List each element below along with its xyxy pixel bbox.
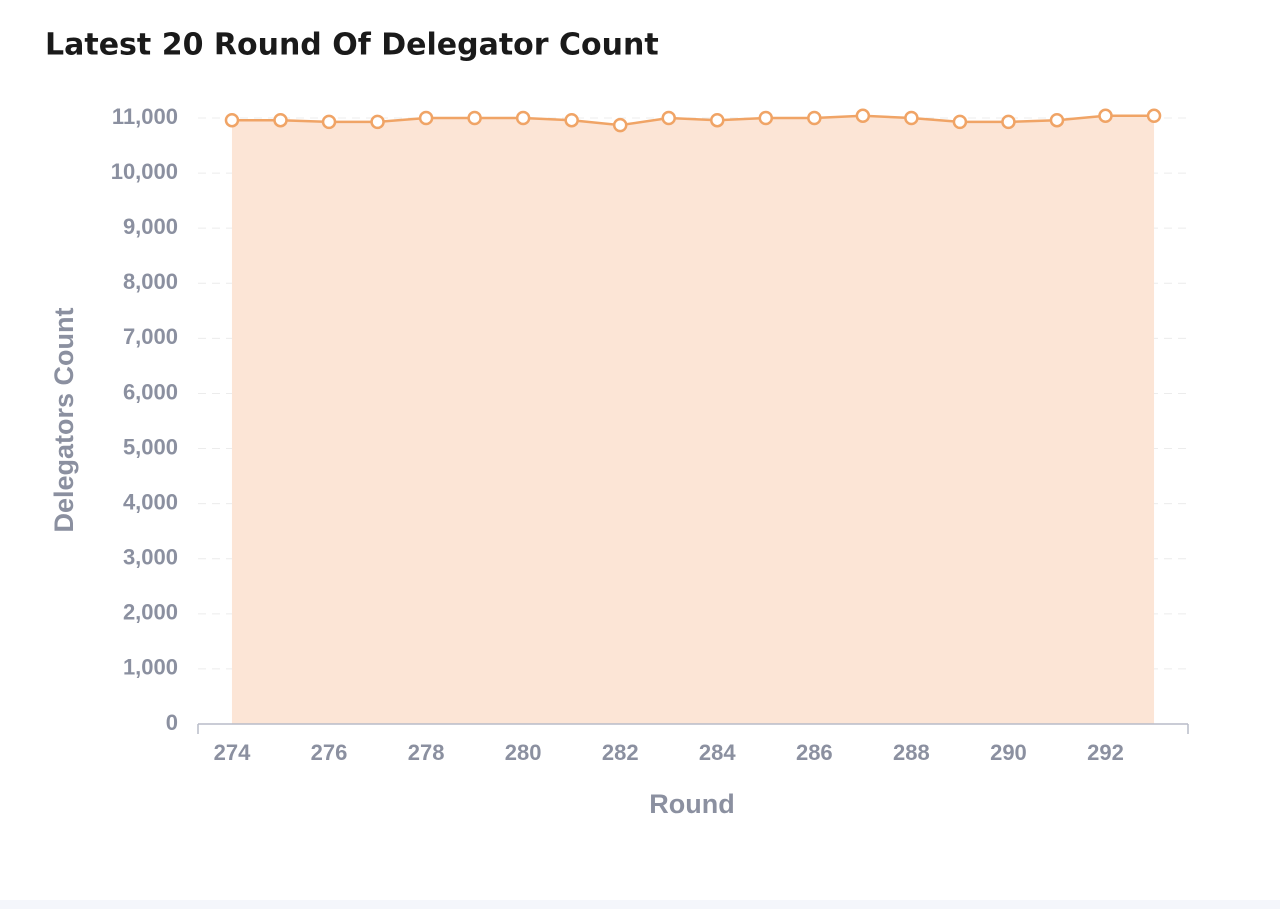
y-tick-label: 8,000 bbox=[123, 269, 178, 294]
x-tick-label: 282 bbox=[602, 740, 639, 765]
x-tick-label: 276 bbox=[311, 740, 348, 765]
y-tick-label: 0 bbox=[166, 710, 178, 735]
y-tick-label: 4,000 bbox=[123, 489, 178, 514]
y-tick-label: 2,000 bbox=[123, 600, 178, 625]
data-point bbox=[224, 112, 240, 128]
y-tick-label: 11,000 bbox=[112, 104, 178, 129]
y-tick-label: 1,000 bbox=[123, 655, 178, 680]
data-point bbox=[710, 112, 725, 128]
data-point bbox=[661, 110, 676, 126]
data-point bbox=[273, 112, 288, 128]
x-tick-label: 284 bbox=[699, 740, 736, 765]
data-point bbox=[904, 110, 919, 126]
plot bbox=[224, 108, 1162, 724]
y-axis-title: Delegators Count bbox=[49, 307, 79, 532]
chart-title: Latest 20 Round Of Delegator Count bbox=[45, 28, 659, 63]
data-point bbox=[418, 110, 434, 126]
y-tick-label: 7,000 bbox=[123, 324, 178, 349]
data-point bbox=[370, 114, 385, 130]
data-point bbox=[612, 117, 628, 133]
data-point bbox=[467, 110, 482, 126]
x-tick-label: 286 bbox=[796, 740, 833, 765]
y-tick-label: 6,000 bbox=[123, 379, 178, 404]
data-point bbox=[564, 112, 579, 128]
x-tick-label: 274 bbox=[214, 740, 251, 765]
data-point bbox=[807, 110, 822, 126]
area-fill bbox=[231, 115, 1155, 724]
x-tick-label: 290 bbox=[990, 740, 1027, 765]
y-tick-label: 10,000 bbox=[111, 159, 178, 184]
x-tick-label: 288 bbox=[893, 740, 930, 765]
data-point bbox=[758, 110, 774, 126]
data-point bbox=[1146, 108, 1162, 124]
x-tick-label: 280 bbox=[505, 740, 542, 765]
y-tick-label: 3,000 bbox=[123, 545, 178, 570]
line bbox=[231, 114, 1155, 127]
data-point bbox=[1001, 114, 1016, 130]
data-point bbox=[515, 110, 531, 126]
data-point bbox=[321, 114, 337, 130]
x-tick-label: 278 bbox=[408, 740, 445, 765]
data-point bbox=[1098, 108, 1113, 124]
data-point bbox=[1049, 112, 1065, 128]
y-tick-label: 5,000 bbox=[123, 434, 178, 459]
y-tick-label: 9,000 bbox=[123, 214, 178, 239]
data-point bbox=[855, 108, 871, 124]
x-tick-label: 292 bbox=[1087, 740, 1124, 765]
x-axis-title: Round bbox=[649, 789, 734, 819]
data-point bbox=[952, 114, 968, 130]
footer-strip bbox=[0, 900, 1280, 909]
